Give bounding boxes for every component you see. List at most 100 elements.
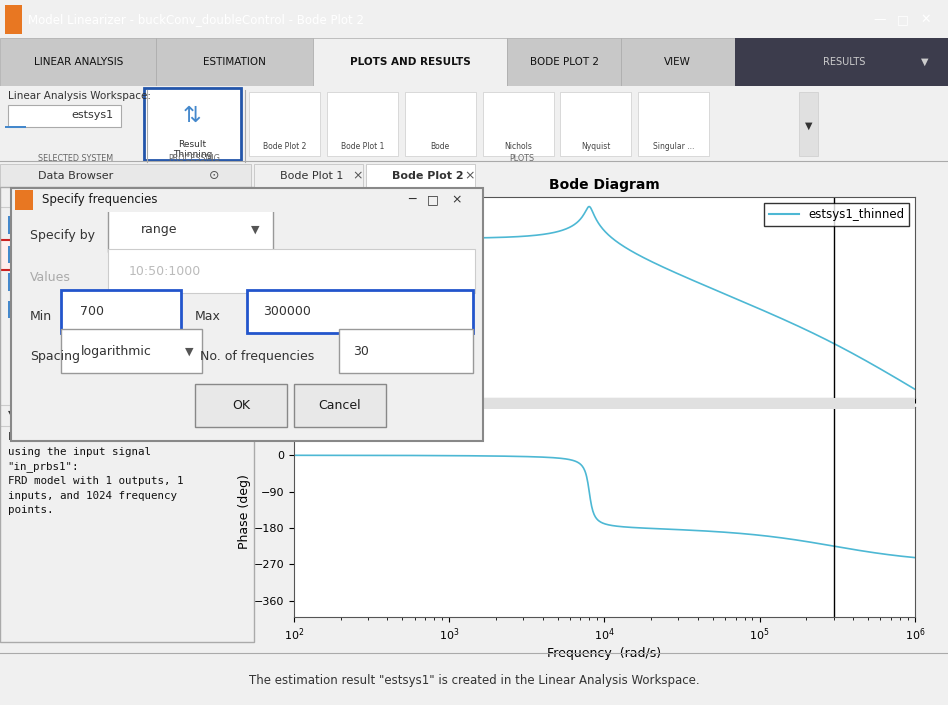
Y-axis label: Phase (deg): Phase (deg) xyxy=(238,474,251,549)
Text: Specify by: Specify by xyxy=(30,229,95,242)
Bar xyxy=(313,38,507,86)
Text: 300000: 300000 xyxy=(264,305,311,318)
Text: 1x1 PRBS: 1x1 PRBS xyxy=(157,276,213,289)
Text: Specify frequencies: Specify frequencies xyxy=(42,193,157,207)
Text: range: range xyxy=(141,223,177,236)
Text: ▼ Variable Preview: ▼ Variable Preview xyxy=(8,410,125,419)
Text: OK: OK xyxy=(232,398,250,412)
FancyBboxPatch shape xyxy=(61,290,181,333)
Bar xyxy=(799,92,818,156)
Bar xyxy=(638,92,709,156)
Bar xyxy=(735,38,948,86)
Text: ─: ─ xyxy=(408,193,415,207)
FancyBboxPatch shape xyxy=(294,384,386,427)
Text: ▼: ▼ xyxy=(185,346,193,356)
Title: Bode Diagram: Bode Diagram xyxy=(549,178,660,192)
Text: Cancel: Cancel xyxy=(319,398,361,412)
Text: Name: Name xyxy=(12,198,44,208)
FancyBboxPatch shape xyxy=(61,329,202,373)
Text: The estimation result "estsys1" is created in the Linear Analysis Workspace.: The estimation result "estsys1" is creat… xyxy=(248,675,700,687)
FancyBboxPatch shape xyxy=(108,208,273,252)
Text: □: □ xyxy=(428,193,439,207)
Text: ×: × xyxy=(465,169,475,182)
Text: estsys1: estsys1 xyxy=(71,110,113,120)
FancyBboxPatch shape xyxy=(338,329,473,373)
Text: 30: 30 xyxy=(353,345,369,357)
Bar xyxy=(5,5,22,34)
Text: estsys1_thinned: estsys1_thinned xyxy=(30,249,127,262)
Bar xyxy=(156,38,313,86)
Text: Bode Plot 2: Bode Plot 2 xyxy=(392,171,464,180)
Text: 1x1 frd: 1x1 frd xyxy=(157,219,200,232)
Text: Bode Plot 2: Bode Plot 2 xyxy=(264,142,306,152)
Text: VIEW: VIEW xyxy=(665,57,691,67)
FancyBboxPatch shape xyxy=(108,250,475,293)
Text: logarithmic: logarithmic xyxy=(82,345,152,357)
Text: PLOTS AND RESULTS: PLOTS AND RESULTS xyxy=(350,57,470,67)
Text: SELECTED SYSTEM: SELECTED SYSTEM xyxy=(38,154,114,164)
Bar xyxy=(0,240,254,269)
Text: BODE PLOT 2: BODE PLOT 2 xyxy=(530,57,598,67)
Bar xyxy=(507,38,621,86)
Text: Model Linearizer - buckConv_doubleControl - Bode Plot 2: Model Linearizer - buckConv_doubleContro… xyxy=(28,13,364,26)
Bar xyxy=(405,92,476,156)
Text: 1x1 frd: 1x1 frd xyxy=(157,249,200,262)
Legend: estsys1_thinned: estsys1_thinned xyxy=(764,203,909,226)
Text: ⊙: ⊙ xyxy=(209,169,219,182)
Text: ESTIMATION: ESTIMATION xyxy=(203,57,266,67)
Bar xyxy=(5,126,26,128)
Text: Max: Max xyxy=(195,310,221,324)
FancyBboxPatch shape xyxy=(195,384,287,427)
Text: ▼: ▼ xyxy=(921,57,928,67)
Text: ×: × xyxy=(353,169,363,182)
Text: ▼: ▼ xyxy=(805,121,812,131)
Text: □: □ xyxy=(897,13,908,26)
Bar xyxy=(0,38,156,86)
Bar xyxy=(483,92,554,156)
Text: Bode Plot 1: Bode Plot 1 xyxy=(341,142,384,152)
Text: in_prbs1: in_prbs1 xyxy=(30,276,81,289)
Text: Frequency response estimation
using the input signal
"in_prbs1":
FRD model with : Frequency response estimation using the … xyxy=(8,432,196,515)
Text: ✕: ✕ xyxy=(920,13,931,26)
Bar xyxy=(327,92,398,156)
Bar xyxy=(8,274,22,290)
Text: —: — xyxy=(873,13,886,26)
Text: PLOTS: PLOTS xyxy=(509,154,534,164)
Bar xyxy=(8,105,121,128)
Text: Spacing: Spacing xyxy=(30,350,81,364)
Text: Nyquist: Nyquist xyxy=(581,142,611,152)
Bar xyxy=(8,246,22,263)
Text: RESULTS: RESULTS xyxy=(823,57,865,67)
Bar xyxy=(560,92,631,156)
Bar xyxy=(15,190,33,210)
Text: Type: Type xyxy=(157,198,181,208)
Bar xyxy=(254,164,363,187)
Text: Nichols: Nichols xyxy=(504,142,532,152)
Text: ▼: ▼ xyxy=(250,225,259,235)
Text: Min: Min xyxy=(30,310,52,324)
Text: Result
Thinning: Result Thinning xyxy=(173,140,212,159)
Bar xyxy=(0,164,251,187)
Bar xyxy=(366,164,475,187)
Text: 700: 700 xyxy=(80,305,103,318)
Bar xyxy=(249,92,320,156)
Bar xyxy=(621,38,735,86)
Text: Values: Values xyxy=(30,271,71,284)
Bar xyxy=(8,216,22,233)
Text: estsys1: estsys1 xyxy=(30,219,75,232)
FancyBboxPatch shape xyxy=(246,290,473,333)
X-axis label: Frequency  (rad/s): Frequency (rad/s) xyxy=(547,647,662,661)
Text: 10:50:1000: 10:50:1000 xyxy=(129,264,201,278)
Text: ×: × xyxy=(451,193,462,207)
Text: Data Browser: Data Browser xyxy=(38,171,113,180)
Text: Bode: Bode xyxy=(430,142,450,152)
Text: Bode Plot 1: Bode Plot 1 xyxy=(280,171,343,180)
Text: Singular ...: Singular ... xyxy=(653,142,694,152)
FancyBboxPatch shape xyxy=(144,88,241,160)
Bar xyxy=(8,300,22,318)
Text: Linear Analysis Workspace:: Linear Analysis Workspace: xyxy=(8,90,151,101)
Text: PROCESSING: PROCESSING xyxy=(169,154,220,164)
Text: LINEAR ANALYSIS: LINEAR ANALYSIS xyxy=(33,57,123,67)
Text: 1x1 Operat...: 1x1 Operat... xyxy=(157,303,235,316)
Text: ⇅: ⇅ xyxy=(183,106,202,126)
